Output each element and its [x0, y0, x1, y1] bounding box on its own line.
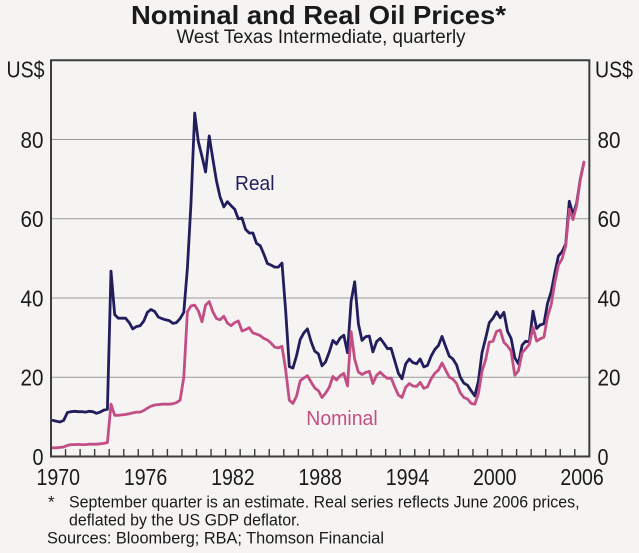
- svg-text:*: *: [48, 493, 55, 512]
- svg-text:US$: US$: [595, 57, 633, 83]
- svg-text:60: 60: [21, 206, 44, 232]
- svg-text:40: 40: [598, 285, 621, 311]
- svg-text:1970: 1970: [37, 464, 81, 490]
- svg-text:1982: 1982: [211, 464, 255, 490]
- svg-text:deflated by the US GDP deflato: deflated by the US GDP deflator.: [69, 511, 300, 530]
- svg-text:West Texas Intermediate, quart: West Texas Intermediate, quarterly: [177, 27, 466, 48]
- svg-text:2000: 2000: [473, 464, 517, 490]
- svg-text:2006: 2006: [560, 464, 604, 490]
- svg-text:1994: 1994: [386, 464, 430, 490]
- svg-text:40: 40: [21, 285, 44, 311]
- svg-text:20: 20: [598, 365, 621, 391]
- svg-text:80: 80: [21, 127, 44, 153]
- svg-text:US$: US$: [7, 57, 45, 83]
- svg-text:Real: Real: [235, 173, 275, 195]
- svg-text:1976: 1976: [124, 464, 168, 490]
- svg-text:60: 60: [598, 206, 621, 232]
- svg-text:1988: 1988: [298, 464, 342, 490]
- svg-text:Nominal and Real Oil Prices*: Nominal and Real Oil Prices*: [131, 0, 507, 30]
- svg-text:September quarter is an estima: September quarter is an estimate. Real s…: [69, 493, 580, 512]
- svg-text:Sources: Bloomberg; RBA; Thoms: Sources: Bloomberg; RBA; Thomson Financi…: [47, 529, 384, 548]
- svg-text:80: 80: [598, 127, 621, 153]
- svg-text:20: 20: [21, 365, 44, 391]
- svg-text:0: 0: [598, 444, 609, 470]
- svg-text:0: 0: [33, 444, 44, 470]
- svg-text:Nominal: Nominal: [306, 407, 377, 430]
